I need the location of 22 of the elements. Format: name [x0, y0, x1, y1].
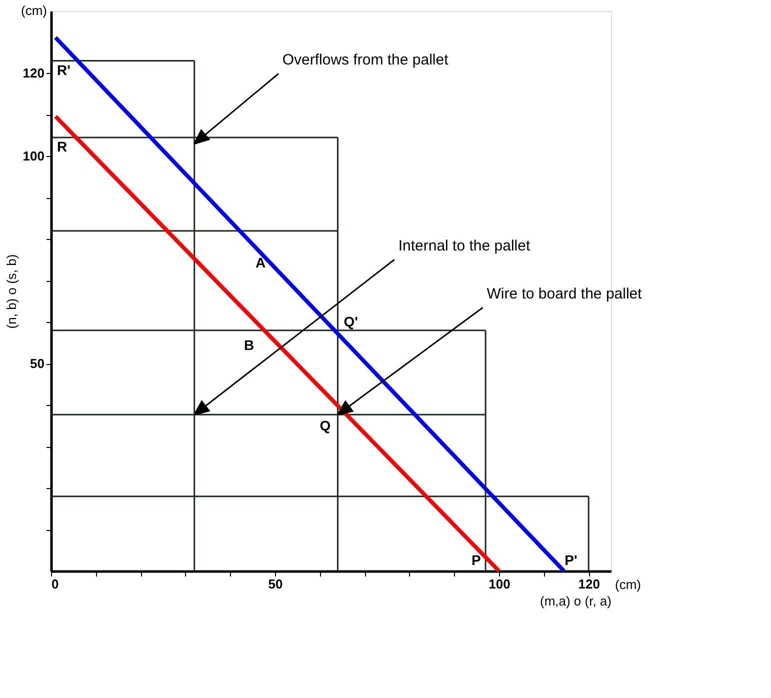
annotation: R' — [57, 62, 70, 78]
x-tick-label: 120 — [578, 576, 600, 592]
x-tick-label: 100 — [488, 576, 510, 592]
annotation: B — [244, 337, 254, 354]
annotation: Wire to board the pallet — [486, 286, 643, 303]
annotation: Overflows from the pallet — [282, 52, 450, 69]
text: (cm) — [21, 3, 47, 18]
annotation: Q' — [344, 313, 358, 330]
annotation: R — [57, 138, 68, 155]
annotation: P' — [564, 552, 578, 568]
text: (cm) — [615, 577, 641, 592]
x-axis-title: (m,a) o (r, a) — [540, 594, 612, 608]
y-tick-label: 50 — [30, 356, 44, 372]
annotation: A — [256, 254, 266, 271]
annotation: Q — [320, 418, 331, 434]
y-tick-label: 100 — [22, 148, 44, 164]
x-tick-label: 0 — [52, 576, 59, 592]
y-axis-title: (n, b) o (s, b) — [4, 254, 19, 329]
annotation: Internal to the pallet — [398, 238, 531, 255]
x-tick-label: 50 — [268, 576, 283, 592]
annotation: P — [472, 552, 481, 568]
y-tick-label: 120 — [22, 66, 44, 81]
